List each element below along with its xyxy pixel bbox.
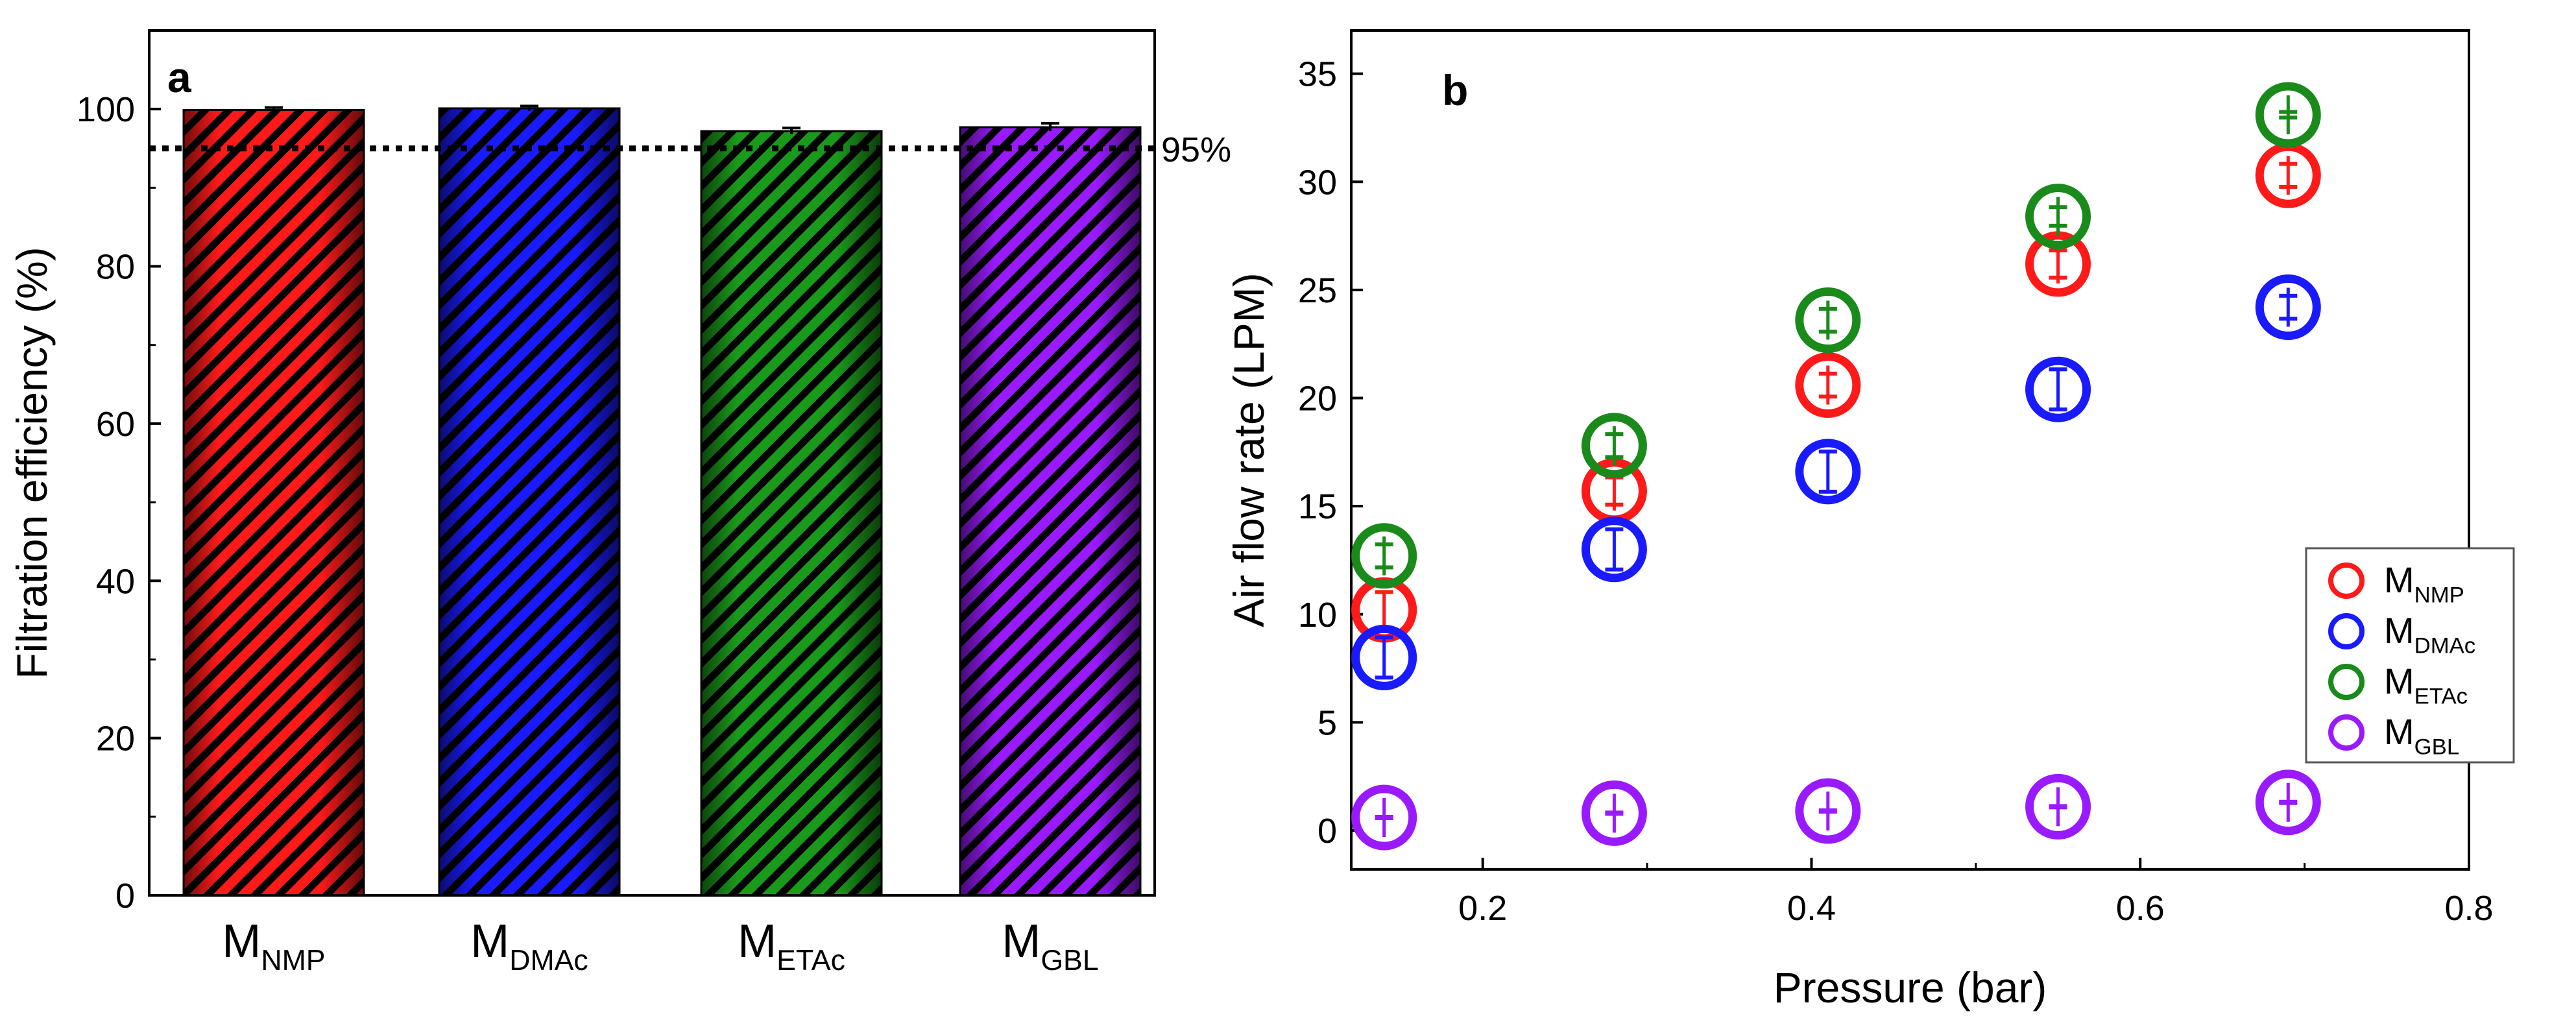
data-point	[2025, 184, 2091, 250]
reference-line-label: 95%	[1161, 130, 1231, 169]
panel-a-bar-chart: MNMP MDMAc METAc MGBL95%020406080100Filtrat…	[8, 29, 1231, 976]
legend-label-dmac: MDMAc	[2384, 610, 2475, 659]
data-point	[1351, 624, 1417, 690]
label-subscript: NMP	[2414, 583, 2464, 608]
bar-shading	[960, 127, 1140, 896]
data-point	[2255, 274, 2321, 341]
x-axis-label: Pressure (bar)	[1774, 963, 2047, 1011]
y-tick-label: 10	[1298, 596, 1337, 635]
series-gbl	[1351, 769, 2321, 851]
x-tick-label: MDMAc	[470, 915, 588, 976]
label-subscript: NMP	[261, 945, 325, 976]
y-tick-label: 0	[1318, 812, 1337, 851]
data-point	[2025, 773, 2091, 840]
data-point	[1581, 780, 1647, 846]
data-point	[2255, 82, 2321, 148]
x-tick-label: 0.8	[2444, 889, 2493, 928]
label-subscript: DMAc	[2414, 634, 2476, 659]
y-axis-label: Air flow rate (LPM)	[1225, 272, 1273, 627]
y-tick-label: 35	[1298, 55, 1337, 94]
panel-label-b: b	[1442, 66, 1468, 114]
data-point	[1795, 287, 1861, 354]
x-tick-label: 0.4	[1787, 889, 1836, 928]
y-tick-label: 5	[1318, 703, 1337, 742]
x-tick-label: MGBL	[1002, 915, 1098, 976]
data-point	[1351, 523, 1417, 589]
plot-frame	[148, 29, 1156, 897]
label-subscript: ETAc	[776, 945, 845, 976]
label-main: M	[2384, 610, 2414, 651]
bar-shading	[184, 110, 364, 895]
legend-label-gbl: MGBL	[2384, 711, 2459, 760]
plot-frame	[1350, 29, 2470, 871]
data-point	[1795, 778, 1861, 844]
data-point	[1581, 413, 1647, 479]
label-main: M	[1002, 915, 1041, 967]
bar-shading	[439, 108, 620, 896]
label-subscript: GBL	[1041, 945, 1098, 976]
y-tick-label: 25	[1298, 271, 1337, 310]
legend-label-nmp: MNMP	[2384, 559, 2464, 608]
y-tick-label: 20	[96, 720, 135, 758]
data-point	[1795, 352, 1861, 418]
y-tick-label: 80	[96, 248, 135, 287]
series-dmac	[1351, 274, 2321, 690]
panel-b-scatter-chart: 0 5 10 15 20 25 30 35 0.2 0.4 0.6 0.8 Pressure (bar)…	[1225, 29, 2515, 1011]
y-tick-label: 0	[115, 877, 135, 915]
data-point	[2255, 769, 2321, 836]
data-point	[1351, 784, 1417, 851]
label-main: M	[2384, 660, 2414, 701]
y-tick-label: 30	[1298, 163, 1337, 202]
label-main: M	[222, 915, 261, 967]
series-nmp	[1351, 142, 2321, 643]
data-point	[1795, 439, 1861, 505]
y-axis-label: Filtration efficiency (%)	[8, 247, 56, 679]
label-subscript: ETAc	[2414, 684, 2468, 709]
y-tick-label: 20	[1298, 380, 1337, 418]
legend-marker-dmac	[2328, 613, 2365, 649]
y-tick-label: 15	[1298, 487, 1337, 526]
bar-shading	[701, 131, 882, 895]
label-subscript: DMAc	[509, 945, 588, 976]
label-main: M	[738, 915, 776, 967]
legend-marker-nmp	[2328, 563, 2365, 599]
legend-marker-etac	[2328, 664, 2365, 700]
data-point	[1581, 516, 1647, 583]
data-point	[2025, 356, 2091, 422]
y-tick-label: 40	[96, 562, 135, 601]
x-tick-label: MNMP	[222, 915, 325, 976]
label-main: M	[2384, 711, 2414, 752]
panel-label-a: a	[167, 53, 192, 101]
legend-label-etac: METAc	[2384, 660, 2468, 709]
y-tick-label: 60	[96, 405, 135, 444]
series-etac	[1351, 82, 2321, 589]
x-tick-label: 0.6	[2116, 889, 2165, 928]
legend-box	[2305, 547, 2515, 764]
label-subscript: GBL	[2414, 735, 2459, 760]
legend-marker-gbl	[2328, 714, 2365, 751]
label-main: M	[2384, 559, 2414, 600]
y-tick-label: 100	[77, 90, 135, 129]
x-tick-label: 0.2	[1458, 889, 1507, 928]
x-tick-label: METAc	[738, 915, 845, 976]
label-main: M	[470, 915, 509, 967]
